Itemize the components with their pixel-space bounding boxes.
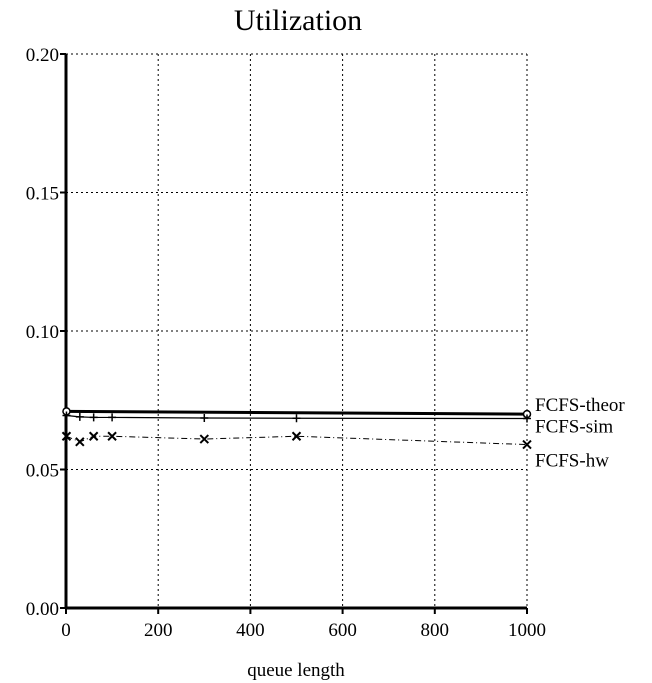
data-point-plus	[200, 413, 209, 422]
y-tick-label: 0.20	[26, 45, 59, 66]
x-axis-label: queue length	[247, 660, 345, 681]
x-tick-label: 800	[421, 620, 450, 641]
axes	[60, 53, 528, 614]
series-line-fcfs-theor	[66, 409, 528, 416]
legend-label-fcfs-theor: FCFS-theor	[535, 395, 625, 416]
y-tick-labels: 0.00 0.05 0.10 0.15 0.20	[26, 45, 59, 620]
x-tick-label: 200	[144, 620, 173, 641]
data-point-x	[88, 431, 99, 441]
y-tick-label: 0.00	[26, 599, 59, 620]
y-tick-label: 0.15	[26, 184, 59, 205]
x-tick-label: 0	[61, 620, 71, 641]
x-tick-label: 400	[236, 620, 265, 641]
chart-title: Utilization	[234, 4, 362, 37]
x-tick-label: 600	[328, 620, 357, 641]
grid	[66, 53, 528, 608]
data-point-x	[61, 431, 72, 441]
x-tick-label: 1000	[508, 620, 546, 641]
data-point-x	[107, 431, 117, 441]
data-point-x	[291, 431, 302, 441]
data-point-plus	[108, 413, 117, 422]
x-tick-labels: 0 200 400 600 800 1000	[61, 620, 546, 641]
data-point-plus	[523, 414, 531, 423]
data-point-x	[522, 439, 532, 450]
y-tick-label: 0.10	[26, 322, 59, 343]
data-point-x	[75, 437, 85, 447]
legend-label-fcfs-hw: FCFS-hw	[535, 451, 609, 472]
y-tick-label: 0.05	[26, 461, 59, 482]
data-point-plus	[89, 413, 98, 422]
data-point-plus	[62, 411, 71, 420]
data-point-plus	[75, 412, 84, 421]
data-point-x	[199, 434, 210, 444]
legend-label-fcfs-sim: FCFS-sim	[535, 417, 613, 438]
series-group	[61, 407, 532, 450]
data-point-plus	[292, 414, 301, 423]
